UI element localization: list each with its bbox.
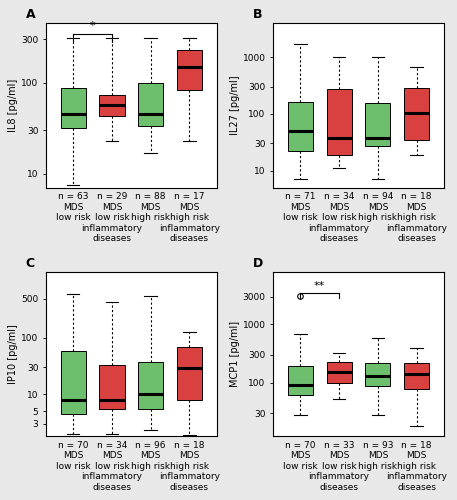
PathPatch shape — [326, 362, 352, 382]
PathPatch shape — [138, 362, 163, 409]
Y-axis label: IL27 [pg/ml]: IL27 [pg/ml] — [230, 76, 240, 135]
Text: A: A — [26, 8, 35, 22]
PathPatch shape — [288, 366, 313, 394]
PathPatch shape — [404, 88, 429, 140]
PathPatch shape — [99, 365, 124, 409]
Text: *: * — [90, 21, 96, 31]
PathPatch shape — [60, 88, 86, 128]
PathPatch shape — [288, 102, 313, 151]
PathPatch shape — [177, 50, 202, 90]
PathPatch shape — [177, 348, 202, 400]
Text: D: D — [253, 257, 263, 270]
PathPatch shape — [365, 363, 390, 386]
Text: **: ** — [314, 280, 325, 290]
PathPatch shape — [138, 82, 163, 126]
Y-axis label: IL8 [pg/ml]: IL8 [pg/ml] — [8, 78, 18, 132]
PathPatch shape — [60, 352, 86, 414]
PathPatch shape — [326, 88, 352, 154]
PathPatch shape — [365, 103, 390, 146]
Y-axis label: MCP1 [pg/ml]: MCP1 [pg/ml] — [230, 321, 240, 387]
PathPatch shape — [404, 363, 429, 389]
PathPatch shape — [99, 95, 124, 116]
Text: B: B — [253, 8, 262, 22]
Y-axis label: IP10 [pg/ml]: IP10 [pg/ml] — [8, 324, 18, 384]
Text: C: C — [26, 257, 35, 270]
